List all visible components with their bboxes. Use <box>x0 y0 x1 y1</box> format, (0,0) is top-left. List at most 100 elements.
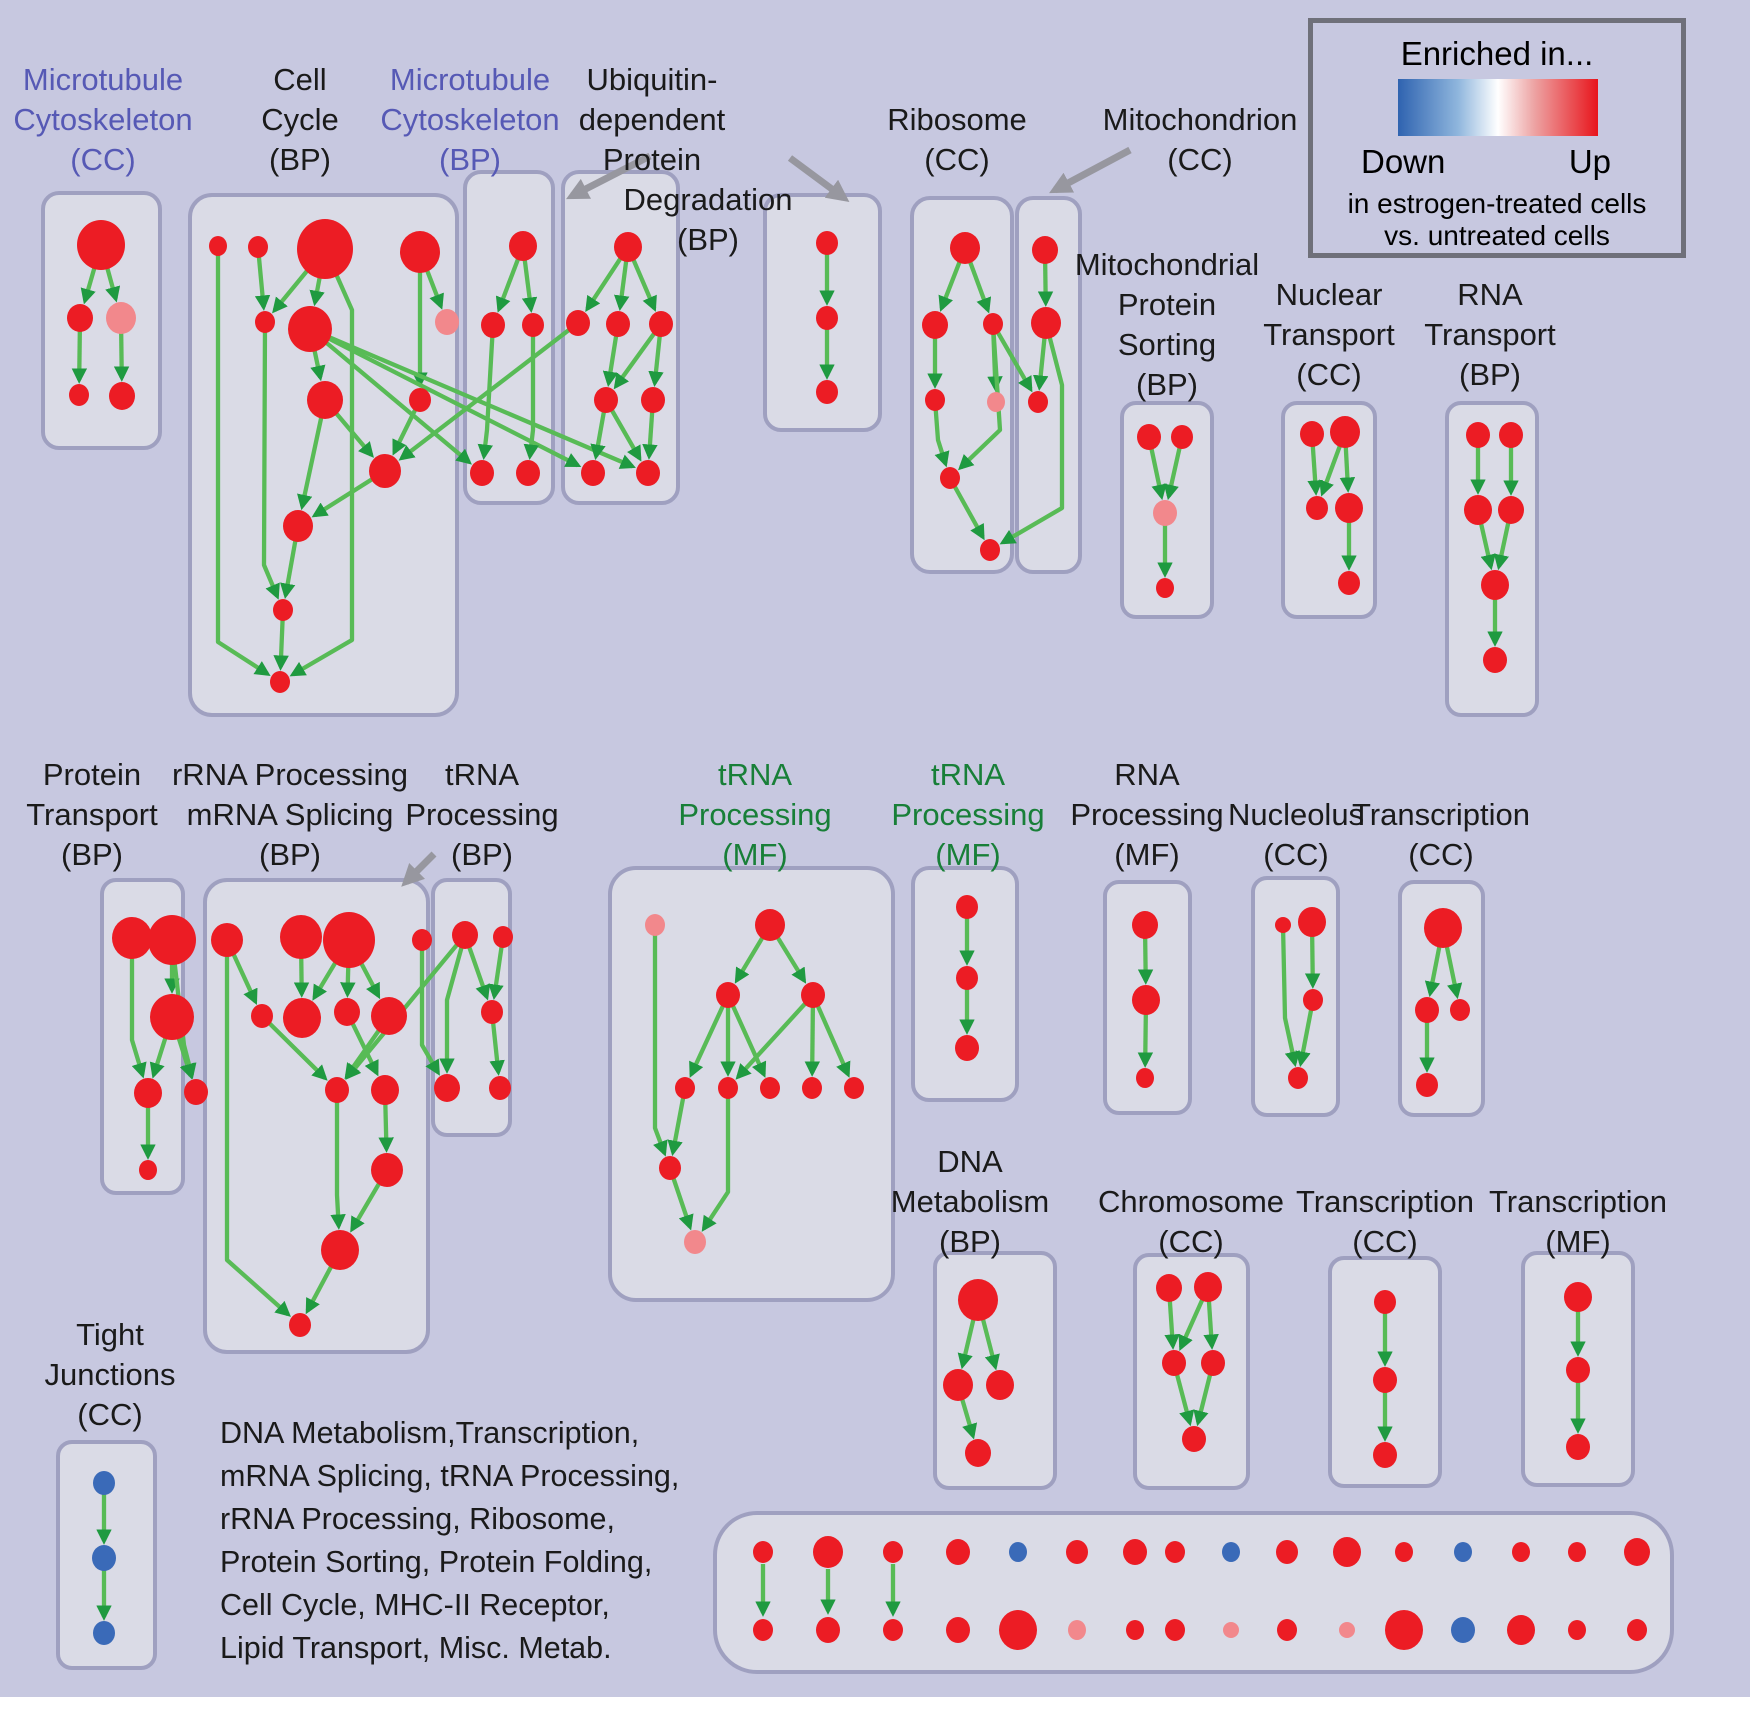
go-term-node-f7 <box>802 1077 822 1099</box>
go-term-node-b4 <box>470 460 494 486</box>
go-term-node-e4 <box>434 1074 460 1102</box>
go-term-node-v4 <box>134 1078 162 1108</box>
go-term-node-q4 <box>1335 493 1363 523</box>
strip-node-bottom-10 <box>1277 1619 1297 1641</box>
go-term-node-v6 <box>139 1160 157 1180</box>
go-term-node-s5 <box>1481 570 1509 600</box>
strip-node-bottom-5 <box>999 1610 1037 1650</box>
cluster-label-2: Cell Cycle (BP) <box>261 62 339 177</box>
go-term-node-g1 <box>251 1004 273 1028</box>
go-term-node-ch3 <box>1162 1350 1186 1376</box>
go-term-node-f3 <box>801 982 825 1008</box>
go-term-node-v5 <box>184 1079 208 1105</box>
go-term-node-tf3 <box>1566 1434 1590 1460</box>
go-term-node-c4 <box>400 231 440 273</box>
cluster-label-5: Degradation (BP) <box>624 182 793 257</box>
go-term-node-q3 <box>1306 496 1328 520</box>
edge-arrow <box>811 994 851 1078</box>
strip-node-top-12 <box>1395 1542 1413 1562</box>
edge-arrow <box>439 934 468 1074</box>
go-term-node-y3 <box>1303 989 1323 1011</box>
cluster-label-15: tRNA Processing (MF) <box>891 757 1044 872</box>
go-term-node-v3 <box>150 994 194 1040</box>
cluster-label-3: Microtubule Cytoskeleton (BP) <box>380 62 559 177</box>
edge-arrow <box>991 322 1033 393</box>
go-term-node-f0 <box>645 914 665 936</box>
legend-subtitle-1: in estrogen-treated cells <box>1347 188 1647 219</box>
go-term-node-u3 <box>649 311 673 337</box>
go-term-node-u5 <box>641 387 665 413</box>
cluster-label-1: Microtubule Cytoskeleton (CC) <box>13 62 192 177</box>
go-term-node-f4 <box>675 1077 695 1099</box>
misc-terms-note: DNA Metabolism,Transcription, mRNA Splici… <box>220 1416 679 1665</box>
go-term-node-ch1 <box>1156 1274 1182 1302</box>
go-term-node-q1 <box>1300 421 1324 447</box>
cluster-label-22: Transcription (MF) <box>1489 1184 1667 1259</box>
go-term-node-tc3 <box>1373 1442 1397 1468</box>
strip-node-top-2 <box>813 1536 843 1568</box>
cluster-box-microtubule-cytoskeleton-cc <box>41 191 162 450</box>
go-term-node-p3 <box>1153 500 1177 526</box>
cluster-box-microtubule-cytoskeleton-bp <box>463 170 555 505</box>
go-term-node-e3 <box>481 1000 503 1024</box>
go-term-node-s6 <box>1483 647 1507 673</box>
go-term-node-p1 <box>1137 424 1161 450</box>
go-term-node-c3 <box>297 219 353 279</box>
go-term-node-w2 <box>956 966 978 990</box>
cluster-label-19: DNA Metabolism (BP) <box>891 1144 1050 1259</box>
go-term-node-tc1 <box>1374 1290 1396 1314</box>
cluster-box-transcription-cc-mid <box>1398 880 1485 1117</box>
go-term-node-r2 <box>922 311 948 339</box>
strip-node-bottom-1 <box>753 1619 773 1641</box>
go-term-node-c11 <box>283 510 313 542</box>
go-term-node-e1 <box>452 921 478 949</box>
go-term-node-v2 <box>148 915 196 965</box>
cluster-label-23: Tight Junctions (CC) <box>45 1317 176 1432</box>
strip-node-top-9 <box>1222 1542 1240 1562</box>
legend-gradient-bar <box>1398 79 1598 136</box>
cluster-label-10: RNA Transport (BP) <box>1424 277 1556 392</box>
go-term-node-s2 <box>1499 422 1523 448</box>
go-term-node-w1 <box>956 895 978 919</box>
go-term-node-t3 <box>1028 391 1048 413</box>
go-term-node-e5 <box>489 1076 511 1100</box>
go-term-node-f1 <box>755 909 785 941</box>
go-term-node-k1 <box>325 1077 349 1103</box>
cluster-box-trna-processing-mf-1 <box>608 866 895 1302</box>
go-term-node-h3 <box>816 380 838 404</box>
go-term-node-c10 <box>369 454 401 488</box>
go-term-node-r4 <box>925 389 945 411</box>
go-term-node-c9 <box>409 388 431 412</box>
go-term-node-m5 <box>109 382 135 410</box>
go-term-node-t1 <box>1032 236 1058 264</box>
strip-node-bottom-9 <box>1223 1622 1239 1638</box>
go-term-node-s3 <box>1464 495 1492 525</box>
strip-node-bottom-3 <box>883 1619 903 1641</box>
go-term-node-r6 <box>940 467 960 489</box>
strip-node-bottom-7 <box>1126 1620 1144 1640</box>
cluster-label-21: Transcription (CC) <box>1296 1184 1474 1259</box>
go-term-node-b3 <box>522 313 544 337</box>
edge-arrow <box>999 322 1065 545</box>
go-term-node-u1 <box>566 310 590 336</box>
note-text-layer: DNA Metabolism,Transcription, mRNA Splici… <box>220 1416 679 1665</box>
edge-arrow <box>308 327 472 465</box>
go-term-node-u6 <box>581 460 605 486</box>
go-term-node-h1 <box>816 231 838 255</box>
strip-node-top-3 <box>883 1541 903 1563</box>
label-pointer-arrow <box>566 152 652 200</box>
edge-arrow <box>215 246 271 676</box>
go-term-node-a3 <box>323 912 375 968</box>
labels-layer: Microtubule Cytoskeleton (CC) Cell Cycle (BP)… <box>13 62 1667 1432</box>
go-term-node-m2 <box>67 304 93 332</box>
go-term-node-c8 <box>307 381 343 419</box>
edge-arrow <box>932 399 950 468</box>
nodes-layer <box>67 219 1650 1650</box>
go-term-node-ch2 <box>1194 1272 1222 1302</box>
edge-arrow <box>289 248 355 677</box>
cluster-label-13: tRNA Processing (BP) <box>405 757 558 872</box>
go-term-node-x1 <box>1132 911 1158 939</box>
go-term-node-b2 <box>481 312 505 338</box>
cluster-label-11: Protein Transport (BP) <box>26 757 158 872</box>
